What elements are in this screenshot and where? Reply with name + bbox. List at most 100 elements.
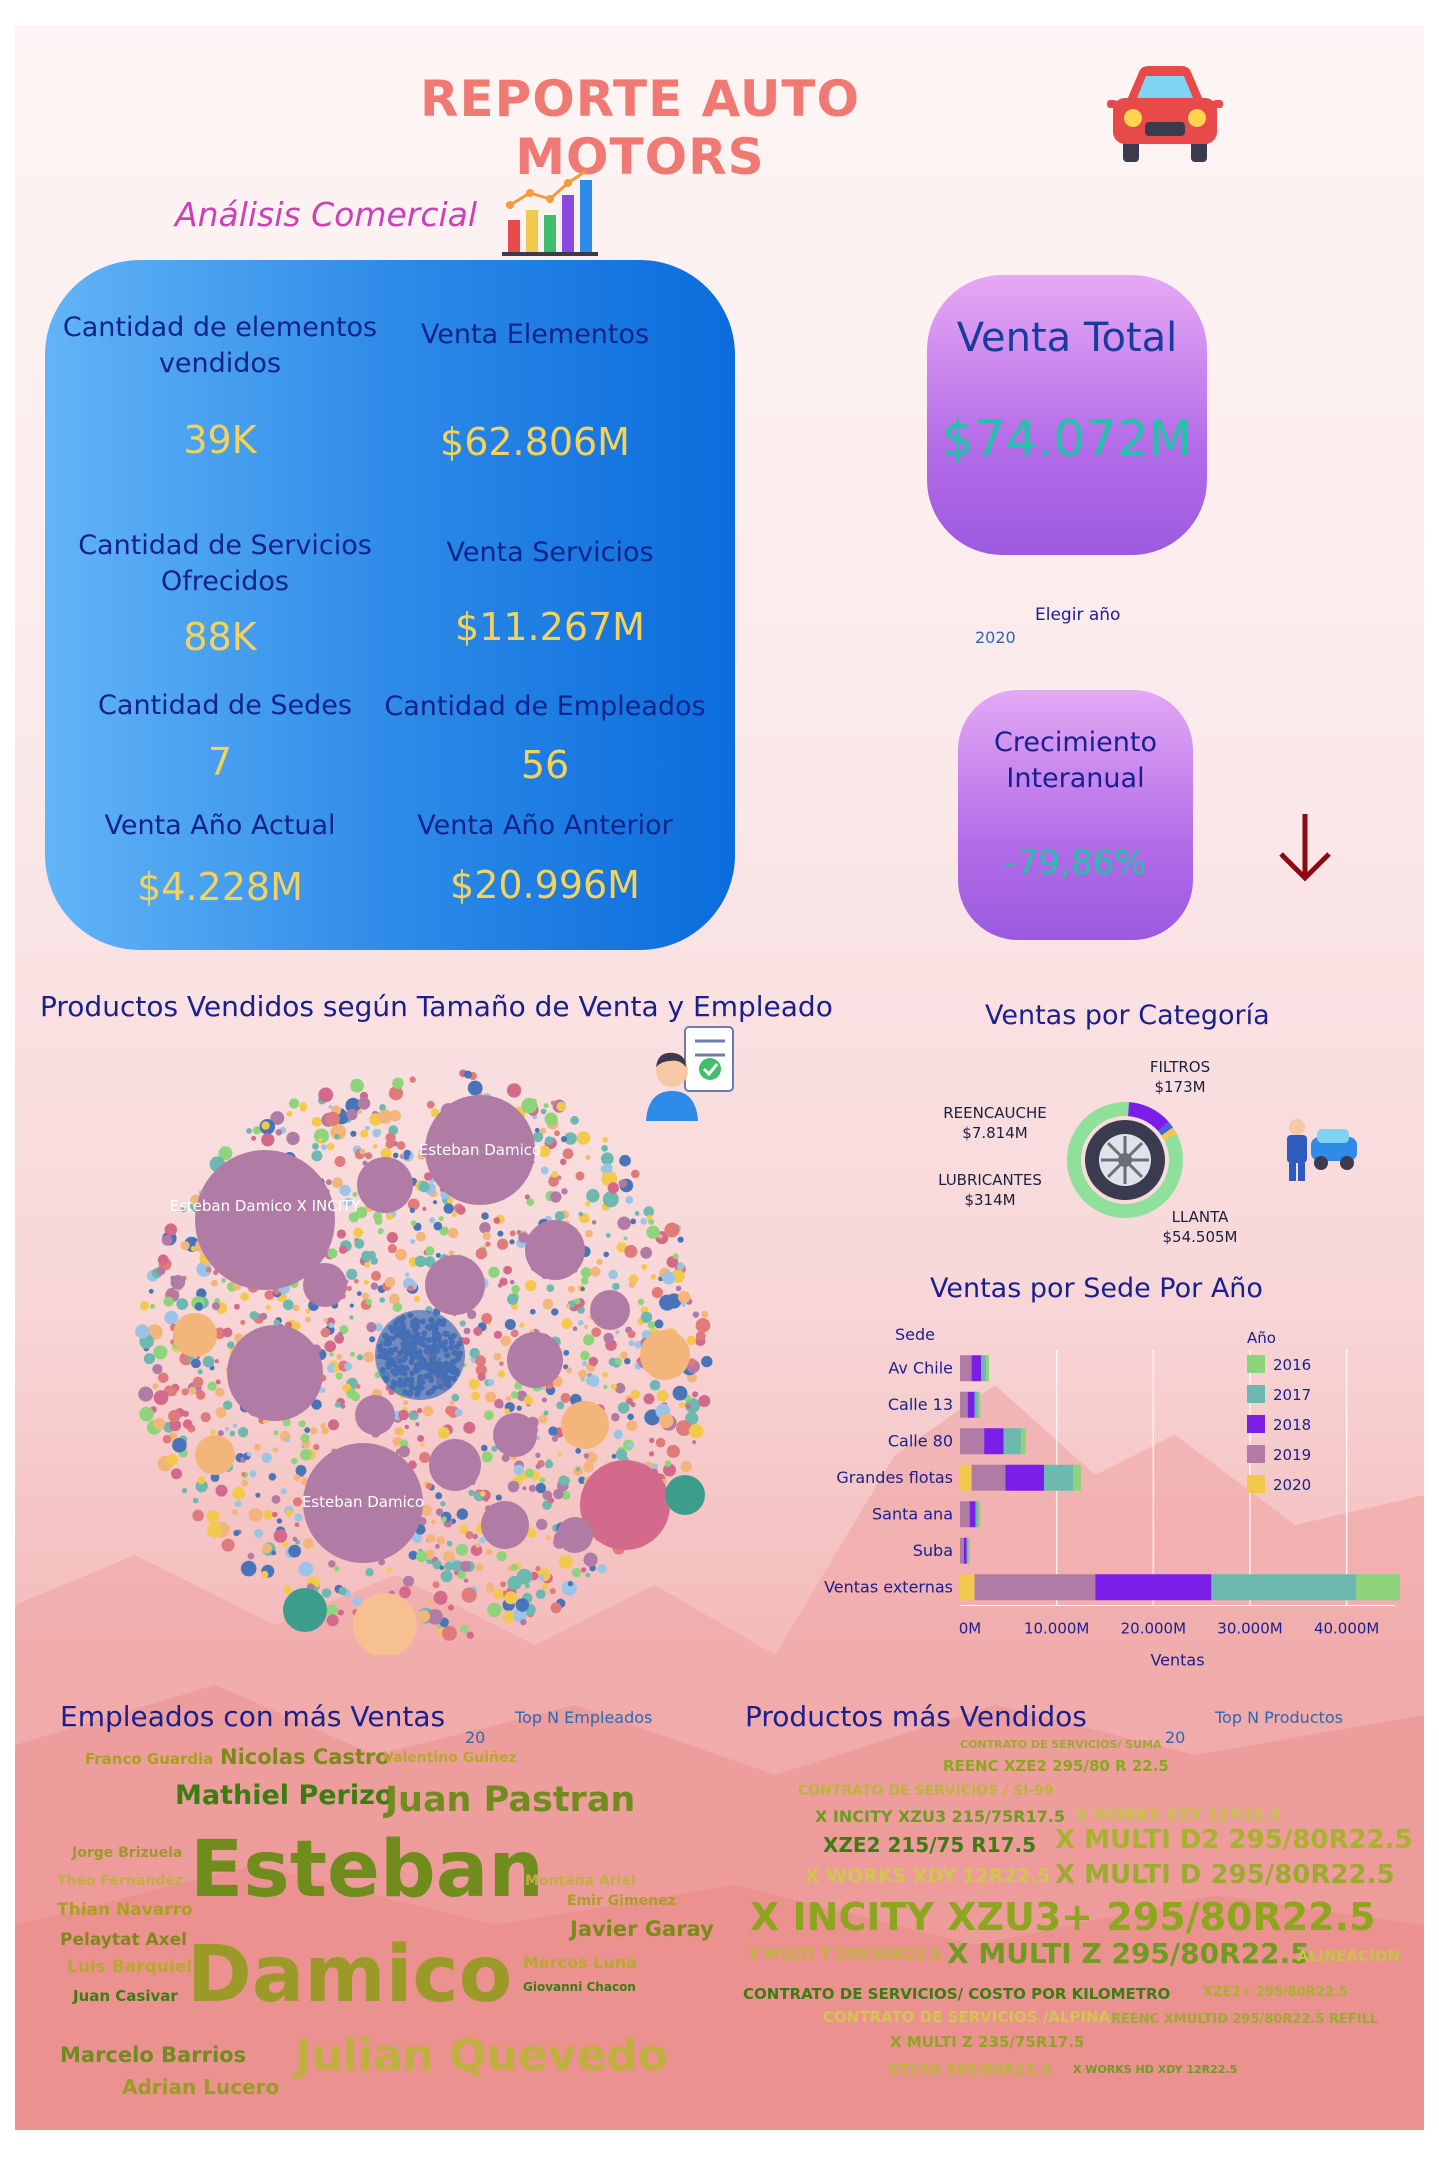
employee-word: Thian Navarro [57,1900,193,1920]
bubble-dot [448,1604,454,1611]
bubble-dot [634,1340,643,1349]
donut-label-llanta: LLANTA [1172,1208,1230,1226]
donut-chart: LLANTA $54.505M REENCAUCHE $7.814M LUBRICANT… [938,1058,1237,1246]
employees-slicer-value[interactable]: 20 [465,1728,486,1747]
bubble-dot [520,1618,527,1626]
employee-word: Giovanni Chacon [523,1980,636,1994]
bubble-dot [471,1391,481,1401]
bubble-dot [139,1406,154,1422]
bubble-dot [466,1631,474,1639]
bubble-dot [435,1492,443,1500]
bubble-dot [153,1417,166,1430]
bubble-dot [343,1197,353,1207]
bubble-dot [182,1419,193,1429]
bubble-dot [237,1427,249,1438]
bar-segment-2017 [981,1355,987,1382]
bubble-dot [586,1189,600,1203]
bubble-dot [325,1111,340,1126]
bubble-dot [349,1315,354,1320]
bubble-dot [420,1504,432,1517]
bar-segment-2016 [1356,1574,1400,1601]
bar-segment-2017 [974,1391,979,1418]
product-word: CONTRATO DE SERVICIOS/ SUMA [960,1738,1162,1751]
employee-word: Jorge Brizuela [72,1845,183,1861]
bubble-dot [424,1256,436,1268]
bubble-dot [617,1402,630,1414]
bubble-dot [273,1319,280,1327]
bubble-dot [311,1150,323,1162]
bubble-dot [597,1564,607,1574]
bubble-dot [630,1218,637,1225]
bubble-dot [350,1078,364,1093]
bubble-dot [365,1298,372,1305]
bubble-dot [298,1420,306,1428]
bar-segment-2016 [986,1355,989,1382]
products-word-cloud: CONTRATO DE SERVICIOS/ SUMA REENC XZE2 29… [15,25,1424,2130]
bubble-dot [677,1236,684,1243]
bubble-dot [435,1252,441,1258]
bubble-dot [685,1403,692,1409]
bubble-dot [485,1391,496,1403]
bubble-dot [620,1351,628,1359]
bubble-dot [692,1311,700,1318]
bubble-dot [526,1527,537,1539]
bubble-dot [535,1589,546,1599]
donut-label-filtros: FILTROS [1150,1058,1210,1076]
bubble-dot [172,1437,187,1453]
bubble-dot [522,1486,527,1491]
bar-segment-2019 [960,1355,972,1382]
bubble-dot [475,1364,487,1376]
bubble-dot [456,1543,468,1556]
bubble-dot [556,1101,567,1112]
bubble-dot [234,1500,242,1508]
bubble-dot [157,1254,169,1266]
bubble-dot [271,1550,277,1556]
bar-segment-2019 [971,1464,1006,1491]
bubble-dot [440,1501,446,1507]
bubble-dot [676,1420,692,1436]
bubble-dot [377,1109,393,1124]
bubble-dot [538,1574,545,1581]
year-slicer-value[interactable]: 2020 [975,628,1016,647]
bubble-dot [591,1327,602,1338]
bubble-dot [538,1145,551,1158]
bubble-dot [438,1216,444,1222]
bubble-dot [300,1448,312,1461]
bubble-dot [353,1227,364,1238]
bubble-dot [356,1291,362,1296]
bubble-dot [493,1217,501,1224]
bubble-dot [232,1486,246,1500]
bubble-dot [433,1221,443,1231]
bubble-dot [575,1171,585,1181]
bubble-dot [441,1625,457,1641]
bubble-dot [439,1226,449,1236]
bubble-dot [355,1384,361,1389]
bubble-dot [470,1544,483,1556]
bubble-dot [482,1231,491,1241]
bubble-dot [493,1330,503,1339]
bubble-dot [176,1298,189,1310]
bar-category-label: Calle 13 [888,1395,953,1414]
bubble-dot [280,1488,287,1495]
bubble-dot [516,1568,533,1585]
bubble-dot [388,1293,400,1305]
bubble-dot [435,1508,444,1516]
bubble-dot [456,1205,466,1215]
bar-category-label: Grandes flotas [836,1468,953,1487]
bubble-dot [346,1285,352,1292]
bar-segment-2018 [984,1428,1004,1455]
employee-word: Marcelo Barrios [60,2043,247,2067]
bubble-dot [587,1374,600,1387]
bubble-dot [457,1571,466,1580]
bubble-dot [504,1610,514,1620]
bubble-dot [384,1277,396,1288]
bubble-dot [426,1534,436,1543]
bubble-dot [535,1463,541,1470]
bubble-dot [271,1495,281,1504]
bubble-dot [554,1211,565,1221]
bar-legend-swatch-2018 [1247,1415,1265,1433]
products-slicer-value[interactable]: 20 [1165,1728,1186,1747]
bubble-dot [464,1070,472,1079]
bubble-dot [370,1257,378,1265]
bubble-dot [634,1211,640,1216]
